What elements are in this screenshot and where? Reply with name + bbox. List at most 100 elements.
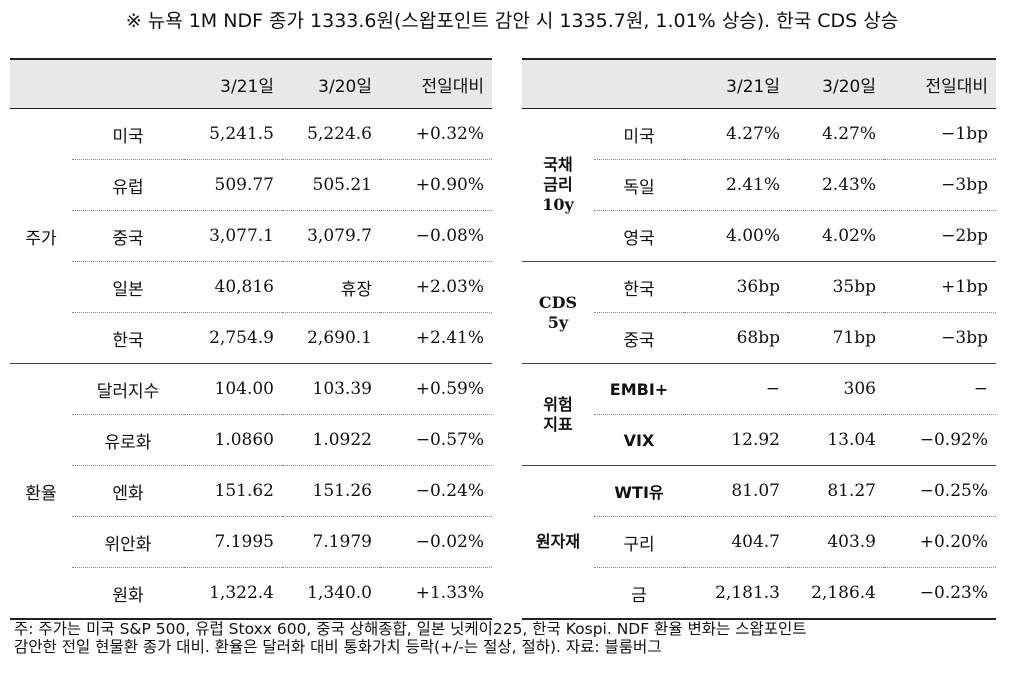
row-label: 유럽 [72,159,184,211]
left-header-row: 3/21일 3/20일 전일대비 [10,58,492,109]
value-change: − [884,363,996,415]
table-row: CDS 5y 한국 36bp 35bp +1bp [522,261,996,364]
value-date-2: 35bp [788,261,884,313]
value-change: +2.03% [380,261,492,313]
value-date-2: 3,079.7 [282,210,380,262]
value-change: +0.90% [380,159,492,211]
row-label: 유로화 [72,414,184,466]
right-header-row: 3/21일 3/20일 전일대비 [522,58,996,109]
value-date-1: 68bp [684,312,788,364]
value-date-2: 7.1979 [282,516,380,568]
right-market-table: 3/21일 3/20일 전일대비 국채 금리 10y 미국 4.27% 4.27% −1… [522,58,996,620]
footnote-line-1: 주: 주가는 미국 S&P 500, 유럽 Stoxx 600, 중국 상해종합… [14,620,807,638]
value-change: +2.41% [380,312,492,364]
value-date-2: 71bp [788,312,884,364]
value-change: −2bp [884,210,996,262]
value-change: −0.92% [884,414,996,466]
value-date-2: 1.0922 [282,414,380,466]
table-row: 일본 40,816 휴장 +2.03% [10,261,492,313]
value-date-2: 2,690.1 [282,312,380,364]
value-change: +0.20% [884,516,996,568]
value-date-2: 13.04 [788,414,884,466]
footnote-line-2: 감안한 전일 현물환 종가 대비. 환율은 달러화 대비 통화가치 등락(+/-… [14,638,662,656]
value-date-1: 5,241.5 [184,108,282,160]
row-label: 위안화 [72,516,184,568]
table-row: 한국 2,754.9 2,690.1 +2.41% [10,312,492,364]
row-label: 원화 [72,567,184,620]
value-date-2: 151.26 [282,465,380,517]
value-change: −0.57% [380,414,492,466]
value-date-1: 151.62 [184,465,282,517]
value-date-2: 휴장 [282,261,380,313]
left-market-table: 3/21일 3/20일 전일대비 주가 미국 5,241.5 5,224.6 +0.32… [10,58,492,620]
header-change: 전일대비 [380,58,492,109]
value-change: +0.59% [380,363,492,415]
table-row: 구리 404.7 403.9 +0.20% [522,516,996,568]
category-label: 위험 지표 [522,363,594,466]
footnote: 주: 주가는 미국 S&P 500, 유럽 Stoxx 600, 중국 상해종합… [14,620,1014,656]
value-change: +1bp [884,261,996,313]
value-date-1: 40,816 [184,261,282,313]
value-date-1: 1.0860 [184,414,282,466]
header-change: 전일대비 [884,58,996,109]
row-label: 일본 [72,261,184,313]
row-label: 한국 [72,312,184,364]
value-date-2: 5,224.6 [282,108,380,160]
row-label: 영국 [594,210,684,262]
value-change: −3bp [884,312,996,364]
value-date-1: 81.07 [684,465,788,517]
table-row: 금 2,181.3 2,186.4 −0.23% [522,567,996,620]
header-date-2: 3/20일 [282,58,380,109]
value-date-1: − [684,363,788,415]
table-row: 독일 2.41% 2.43% −3bp [522,159,996,211]
table-row: 환율 달러지수 104.00 103.39 +0.59% [10,363,492,620]
table-row: 위안화 7.1995 7.1979 −0.02% [10,516,492,568]
value-date-1: 1,322.4 [184,567,282,620]
value-date-2: 2.43% [788,159,884,211]
table-row: 원화 1,322.4 1,340.0 +1.33% [10,567,492,620]
row-label: EMBI+ [594,363,684,415]
row-label: 미국 [72,108,184,160]
category-label: 주가 [10,108,72,364]
value-date-1: 4.27% [684,108,788,160]
table-row: VIX 12.92 13.04 −0.92% [522,414,996,466]
value-change: −0.23% [884,567,996,620]
value-date-2: 505.21 [282,159,380,211]
table-row: 중국 3,077.1 3,079.7 −0.08% [10,210,492,262]
row-label: 달러지수 [72,363,184,415]
value-date-2: 403.9 [788,516,884,568]
value-date-1: 104.00 [184,363,282,415]
table-row: 엔화 151.62 151.26 −0.24% [10,465,492,517]
category-label: 국채 금리 10y [522,108,594,262]
value-date-1: 4.00% [684,210,788,262]
table-row: 유럽 509.77 505.21 +0.90% [10,159,492,211]
table-row: 위험 지표 EMBI+ −306− [522,363,996,466]
row-label: 금 [594,567,684,620]
value-date-2: 4.27% [788,108,884,160]
value-date-2: 2,186.4 [788,567,884,620]
row-label: VIX [594,414,684,466]
value-date-1: 7.1995 [184,516,282,568]
row-label: 독일 [594,159,684,211]
value-change: −0.25% [884,465,996,517]
value-change: −0.08% [380,210,492,262]
category-label: 환율 [10,363,72,620]
value-date-1: 36bp [684,261,788,313]
value-change: −0.24% [380,465,492,517]
category-label: 원자재 [522,465,594,620]
value-date-1: 509.77 [184,159,282,211]
row-label: 중국 [594,312,684,364]
row-label: 중국 [72,210,184,262]
value-change: −1bp [884,108,996,160]
row-label: 한국 [594,261,684,313]
value-date-2: 306 [788,363,884,415]
row-label: WTI유 [594,465,684,517]
value-date-2: 103.39 [282,363,380,415]
table-row: 영국 4.00% 4.02% −2bp [522,210,996,262]
row-label: 구리 [594,516,684,568]
table-row: 주가 미국 5,241.5 5,224.6 +0.32% [10,108,492,364]
header-date-1: 3/21일 [684,58,788,109]
category-label: CDS 5y [522,261,594,364]
value-date-2: 1,340.0 [282,567,380,620]
table-row: 국채 금리 10y 미국 4.27% 4.27% −1bp [522,108,996,262]
